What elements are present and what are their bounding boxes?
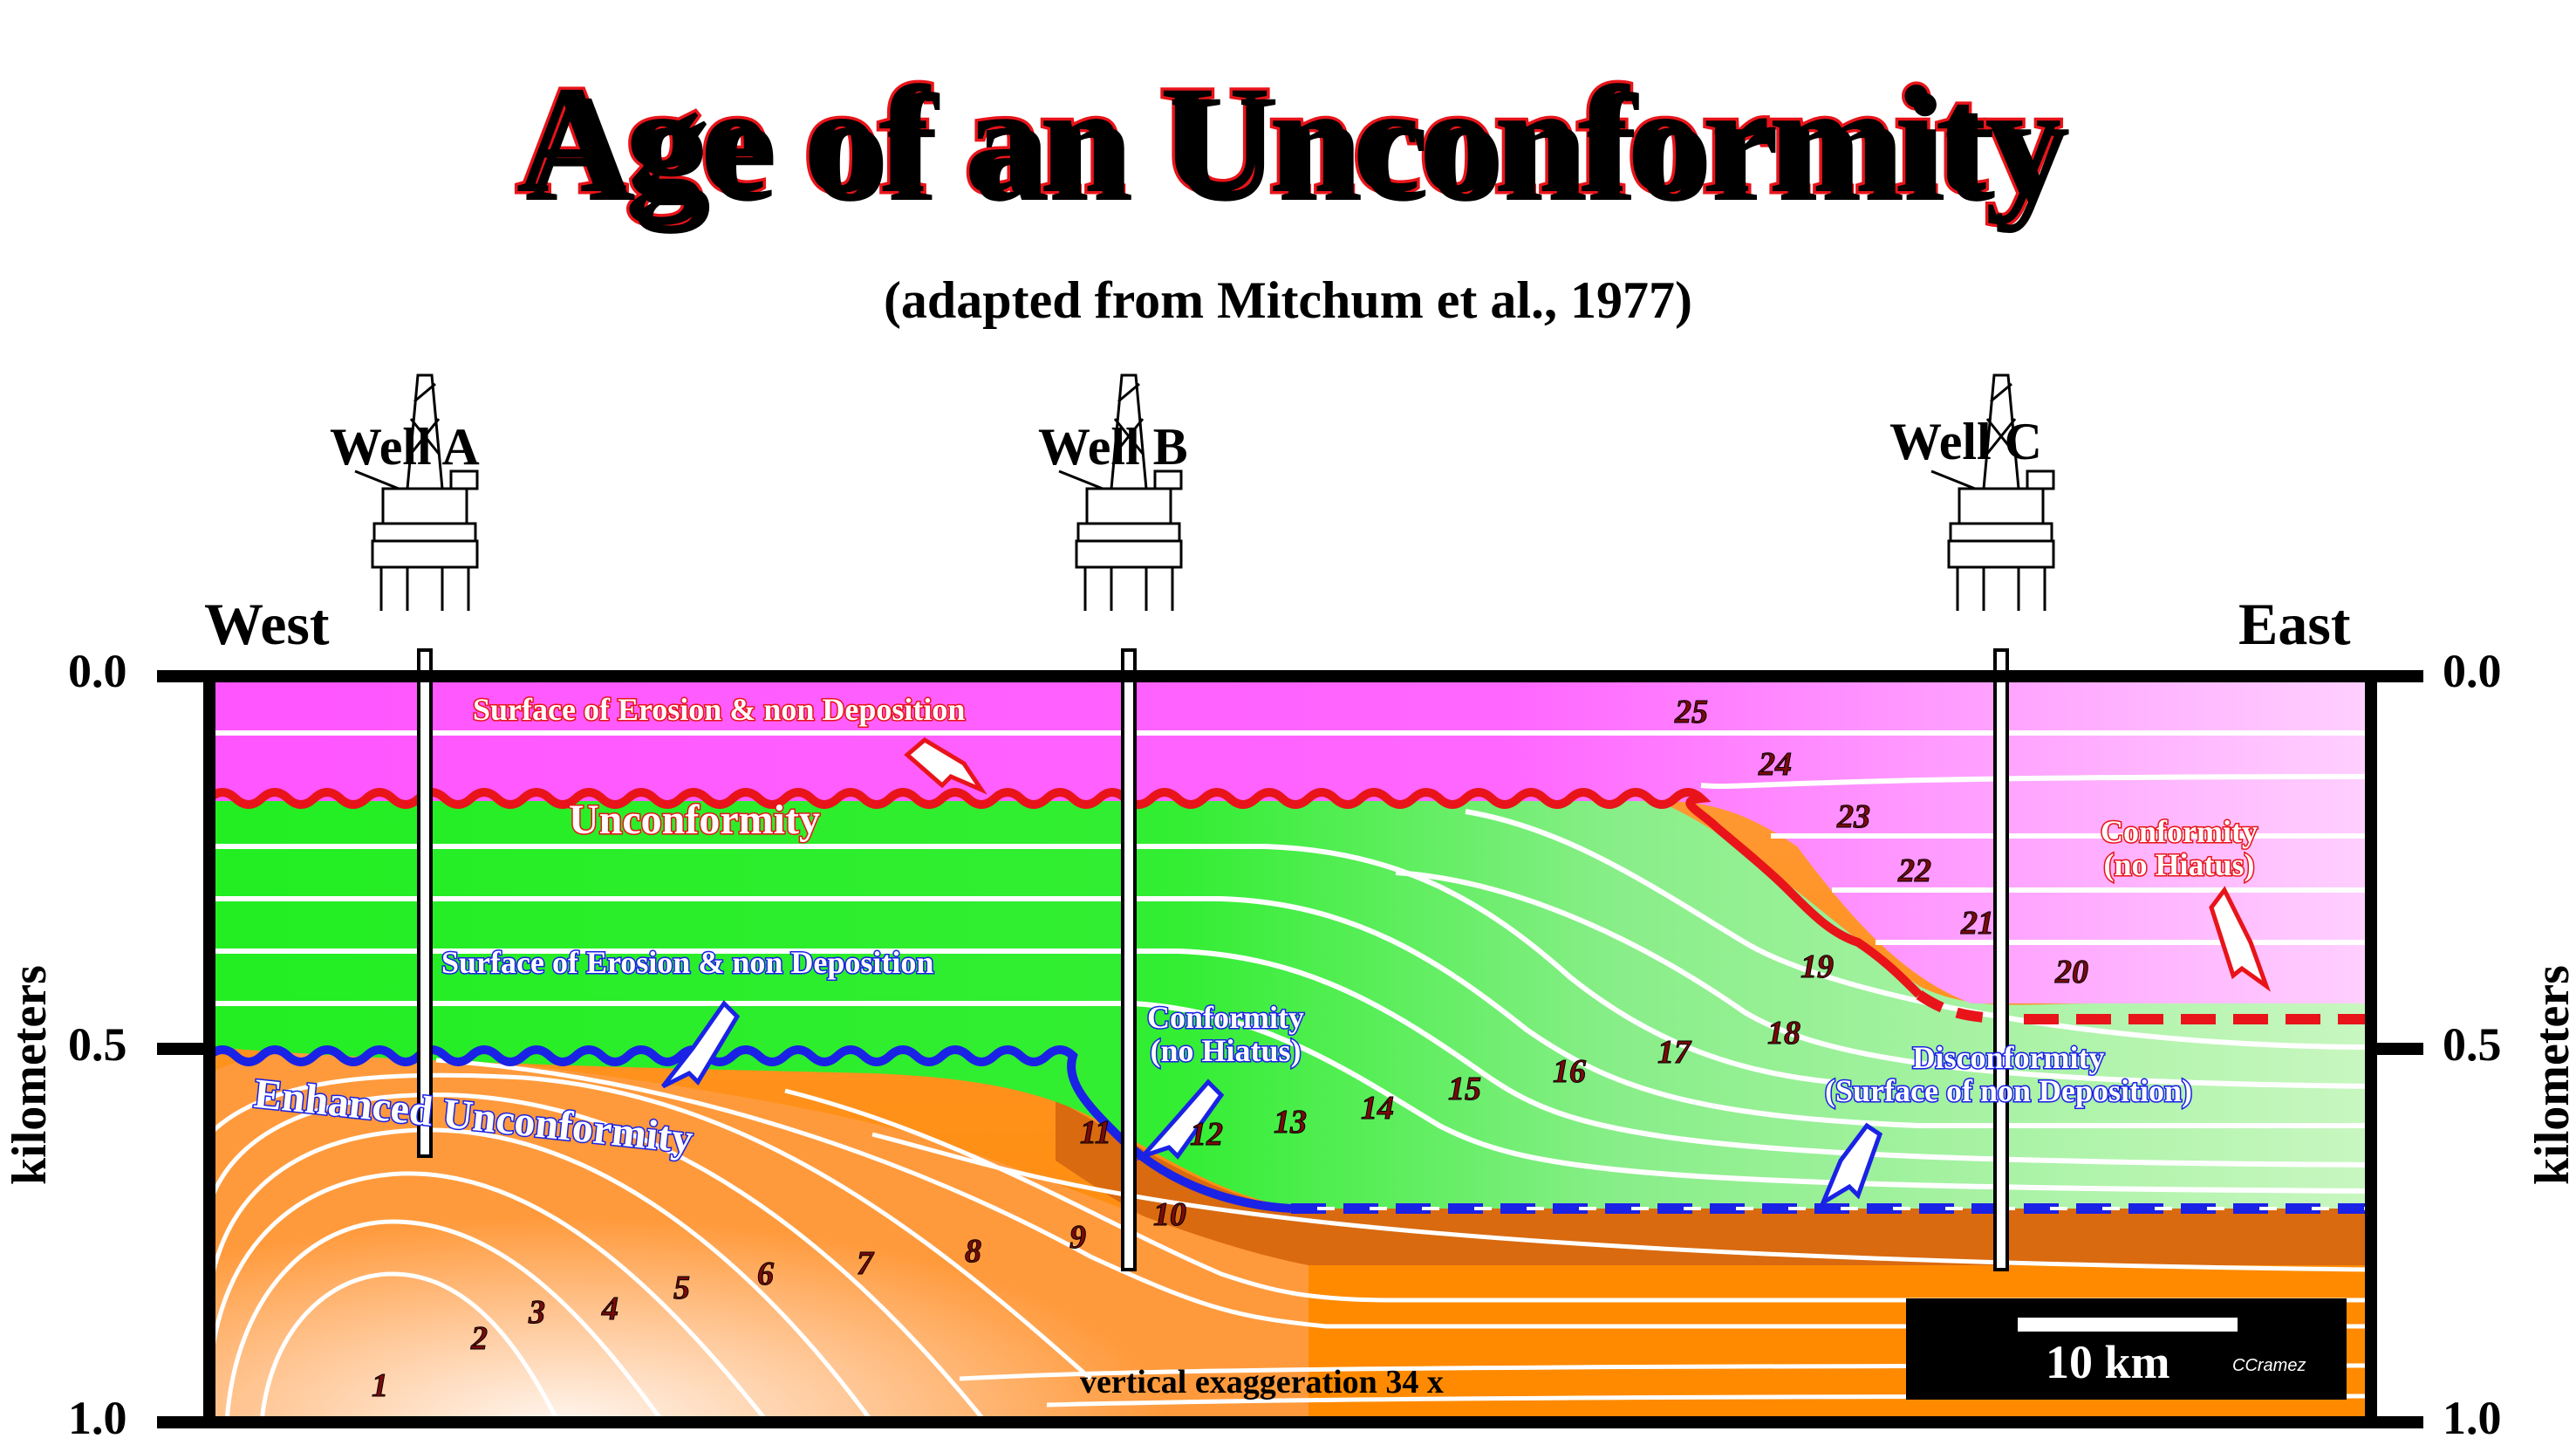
layer-number: 24: [1759, 746, 1793, 784]
axis-ticks: [157, 670, 2423, 1428]
conformity-right-label: Conformity (no Hiatus): [2100, 814, 2259, 883]
tick-right-1: 1.0: [2443, 1392, 2502, 1444]
green-package: [209, 801, 2371, 1209]
left-axis-title: kilometers: [2, 965, 57, 1185]
tick-right-0: 0.0: [2443, 645, 2502, 697]
tick-left-1: 1.0: [68, 1392, 127, 1444]
scale-label: 10 km: [2046, 1336, 2170, 1388]
layer-number: 6: [757, 1256, 775, 1293]
layer-number: 14: [1361, 1090, 1395, 1127]
vertical-exaggeration-label: vertical exaggeration 34 x: [1080, 1364, 1444, 1400]
oil-rig-icon: [1930, 373, 2055, 611]
unconformity-label: Unconformity: [568, 797, 822, 844]
subtitle: (adapted from Mitchum et al., 1977): [883, 271, 1693, 329]
oil-rig-icon: [1058, 373, 1183, 611]
layer-number: 5: [673, 1270, 691, 1307]
well-c-label: Well C: [1889, 413, 2042, 470]
layer-number: 10: [1153, 1196, 1187, 1234]
layer-number: 7: [857, 1245, 874, 1283]
layer-number: 15: [1448, 1071, 1482, 1108]
disconformity-line2: (Surface of non Deposition): [1824, 1072, 2194, 1109]
well-b-borehole: [1121, 648, 1137, 1271]
well-c-borehole: [1993, 648, 2009, 1271]
wells: [417, 648, 2009, 1271]
layer-number: 2: [471, 1320, 489, 1358]
layer-number: 9: [1069, 1219, 1087, 1257]
arrow-icon: [661, 1000, 741, 1089]
scale-bar: [2018, 1318, 2238, 1332]
east-label: East: [2238, 591, 2351, 657]
right-axis-title: kilometers: [2525, 965, 2576, 1185]
disconformity-line1: Disconformity: [1911, 1040, 2106, 1076]
magenta-bed-lines: [209, 730, 2371, 945]
credit-label: CCramez: [2232, 1356, 2306, 1375]
layer-number: 4: [602, 1291, 619, 1328]
unconformity-dashed: [1916, 990, 2007, 1024]
layer-number: 12: [1190, 1116, 1224, 1154]
page-title: Age of an Unconformity: [513, 52, 2065, 229]
conformity-left-label: Conformity (no Hiatus): [1146, 1000, 1306, 1069]
layer-number: 11: [1080, 1114, 1112, 1152]
layer-number: 16: [1553, 1053, 1587, 1091]
conformity-right-line2: (no Hiatus): [2102, 846, 2256, 883]
arrow-icon: [904, 736, 987, 795]
layer-number: 1: [372, 1367, 389, 1405]
conformity-right-line1: Conformity: [2100, 814, 2259, 850]
arrow-icon: [2209, 886, 2272, 992]
tick-right-05: 0.5: [2443, 1018, 2502, 1071]
well-a-borehole: [417, 648, 433, 1158]
layer-number: 3: [529, 1294, 546, 1332]
oil-rig-icon: [354, 373, 479, 611]
orange-dark-band: [1056, 1099, 2371, 1265]
layer-number: 22: [1898, 853, 1932, 890]
layer-number: 19: [1800, 948, 1835, 986]
tick-left-05: 0.5: [68, 1018, 127, 1071]
west-label: West: [204, 591, 330, 657]
surface-erosion-upper-label: Surface of Erosion & non Deposition: [471, 692, 966, 728]
conformity-left-line1: Conformity: [1146, 1000, 1306, 1036]
rig-icons: [354, 373, 2055, 611]
annotation-arrows: [661, 736, 2272, 1209]
tick-left-0: 0.0: [68, 645, 127, 697]
enhanced-unconformity-line: [206, 1045, 1292, 1213]
layer-number: 18: [1767, 1015, 1801, 1052]
layer-number: 25: [1675, 694, 1709, 731]
layer-number: 13: [1274, 1104, 1308, 1141]
conformity-left-line2: (no Hiatus): [1149, 1032, 1302, 1069]
unconformity-line: [206, 788, 1923, 998]
well-b-label: Well B: [1038, 418, 1188, 476]
layer-number: 20: [2055, 954, 2089, 991]
layer-number: 17: [1657, 1034, 1691, 1072]
green-bed-lines: [209, 809, 2371, 1194]
well-a-label: Well A: [330, 418, 480, 476]
scale-bar-box: 10 km CCramez: [1906, 1298, 2347, 1400]
disconformity-label: Disconformity (Surface of non Deposition…: [1824, 1040, 2194, 1109]
surface-erosion-lower-label: Surface of Erosion & non Deposition: [440, 945, 934, 981]
arrow-icon: [1818, 1122, 1883, 1209]
layer-number: 23: [1837, 798, 1871, 836]
arrow-icon: [1135, 1079, 1225, 1161]
magenta-package: [209, 676, 2371, 1003]
layer-number: 8: [965, 1233, 982, 1270]
layer-number: 21: [1961, 905, 1995, 942]
